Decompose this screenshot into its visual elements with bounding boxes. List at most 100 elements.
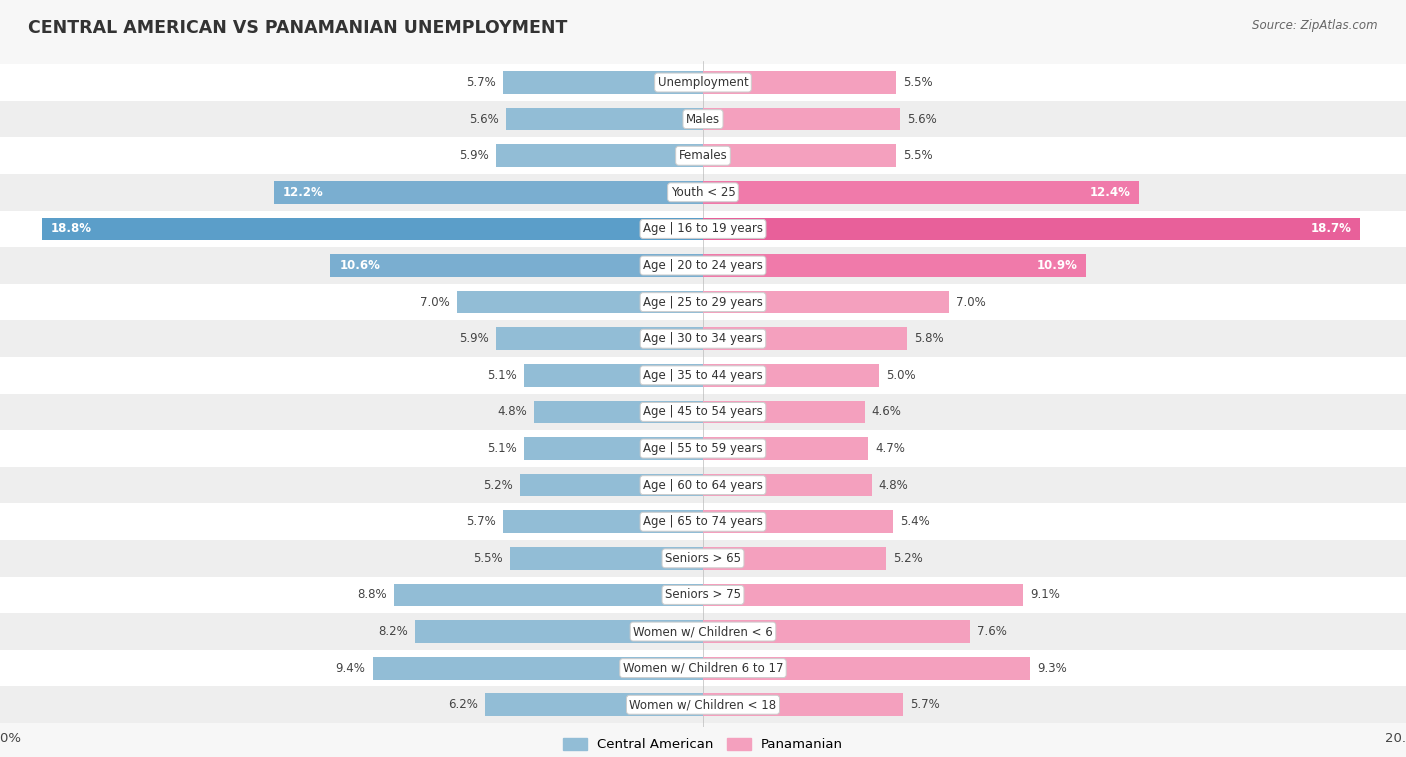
Bar [485,693,703,716]
Text: Age | 65 to 74 years: Age | 65 to 74 years [643,516,763,528]
Bar [703,510,893,533]
Text: 9.3%: 9.3% [1038,662,1067,674]
Text: Seniors > 65: Seniors > 65 [665,552,741,565]
Legend: Central American, Panamanian: Central American, Panamanian [558,733,848,757]
Text: Age | 55 to 59 years: Age | 55 to 59 years [643,442,763,455]
Text: 5.9%: 5.9% [458,149,489,162]
Text: 7.0%: 7.0% [956,296,986,309]
Bar [0,687,1406,723]
Text: Seniors > 75: Seniors > 75 [665,588,741,602]
Bar [0,540,1406,577]
Text: Age | 30 to 34 years: Age | 30 to 34 years [643,332,763,345]
Text: 7.6%: 7.6% [977,625,1007,638]
Bar [703,217,1360,240]
Bar [274,181,703,204]
Text: 12.4%: 12.4% [1090,185,1130,199]
Bar [524,364,703,387]
Text: 10.6%: 10.6% [339,259,380,272]
Text: 7.0%: 7.0% [420,296,450,309]
Bar [42,217,703,240]
Bar [703,474,872,497]
Bar [0,210,1406,248]
Bar [0,430,1406,467]
Bar [703,291,949,313]
Text: 8.2%: 8.2% [378,625,408,638]
Bar [534,400,703,423]
Bar [457,291,703,313]
Bar [0,284,1406,320]
Bar [703,400,865,423]
Bar [703,547,886,570]
Bar [394,584,703,606]
Text: 5.4%: 5.4% [900,516,929,528]
Text: Age | 35 to 44 years: Age | 35 to 44 years [643,369,763,382]
Bar [703,107,900,130]
Text: 5.7%: 5.7% [465,516,496,528]
Bar [703,657,1029,680]
Bar [0,503,1406,540]
Bar [703,145,897,167]
Text: 5.6%: 5.6% [470,113,499,126]
Bar [703,438,869,460]
Text: 9.4%: 9.4% [336,662,366,674]
Text: 4.8%: 4.8% [498,406,527,419]
Text: Youth < 25: Youth < 25 [671,185,735,199]
Bar [703,327,907,350]
Text: 5.1%: 5.1% [486,369,517,382]
Bar [373,657,703,680]
Text: 5.5%: 5.5% [904,76,934,89]
Text: 5.7%: 5.7% [465,76,496,89]
Text: Females: Females [679,149,727,162]
Bar [703,620,970,643]
Bar [703,71,897,94]
Text: Unemployment: Unemployment [658,76,748,89]
Bar [496,327,703,350]
Bar [0,394,1406,430]
Text: 5.5%: 5.5% [904,149,934,162]
Bar [520,474,703,497]
Text: 12.2%: 12.2% [283,185,323,199]
Bar [703,254,1087,277]
Text: 8.8%: 8.8% [357,588,387,602]
Text: 18.8%: 18.8% [51,223,91,235]
Text: 5.9%: 5.9% [458,332,489,345]
Bar [503,510,703,533]
Bar [703,584,1024,606]
Text: Males: Males [686,113,720,126]
Bar [0,467,1406,503]
Bar [503,71,703,94]
Text: 18.7%: 18.7% [1310,223,1351,235]
Text: Age | 16 to 19 years: Age | 16 to 19 years [643,223,763,235]
Text: 4.6%: 4.6% [872,406,901,419]
Bar [0,577,1406,613]
Text: Source: ZipAtlas.com: Source: ZipAtlas.com [1253,19,1378,32]
Bar [0,101,1406,138]
Bar [0,650,1406,687]
Bar [0,174,1406,210]
Text: 9.1%: 9.1% [1029,588,1060,602]
Bar [496,145,703,167]
Text: 5.2%: 5.2% [484,478,513,491]
Bar [0,64,1406,101]
Bar [524,438,703,460]
Text: 6.2%: 6.2% [449,698,478,712]
Text: Women w/ Children 6 to 17: Women w/ Children 6 to 17 [623,662,783,674]
Bar [703,181,1139,204]
Text: Age | 60 to 64 years: Age | 60 to 64 years [643,478,763,491]
Bar [0,320,1406,357]
Text: 4.7%: 4.7% [875,442,905,455]
Text: 5.5%: 5.5% [472,552,503,565]
Text: Women w/ Children < 18: Women w/ Children < 18 [630,698,776,712]
Text: 5.8%: 5.8% [914,332,943,345]
Text: Age | 45 to 54 years: Age | 45 to 54 years [643,406,763,419]
Bar [0,357,1406,394]
Bar [703,364,879,387]
Bar [0,138,1406,174]
Text: Women w/ Children < 6: Women w/ Children < 6 [633,625,773,638]
Bar [703,693,904,716]
Text: Age | 20 to 24 years: Age | 20 to 24 years [643,259,763,272]
Text: Age | 25 to 29 years: Age | 25 to 29 years [643,296,763,309]
Text: 5.6%: 5.6% [907,113,936,126]
Text: 5.7%: 5.7% [911,698,941,712]
Text: 5.0%: 5.0% [886,369,915,382]
